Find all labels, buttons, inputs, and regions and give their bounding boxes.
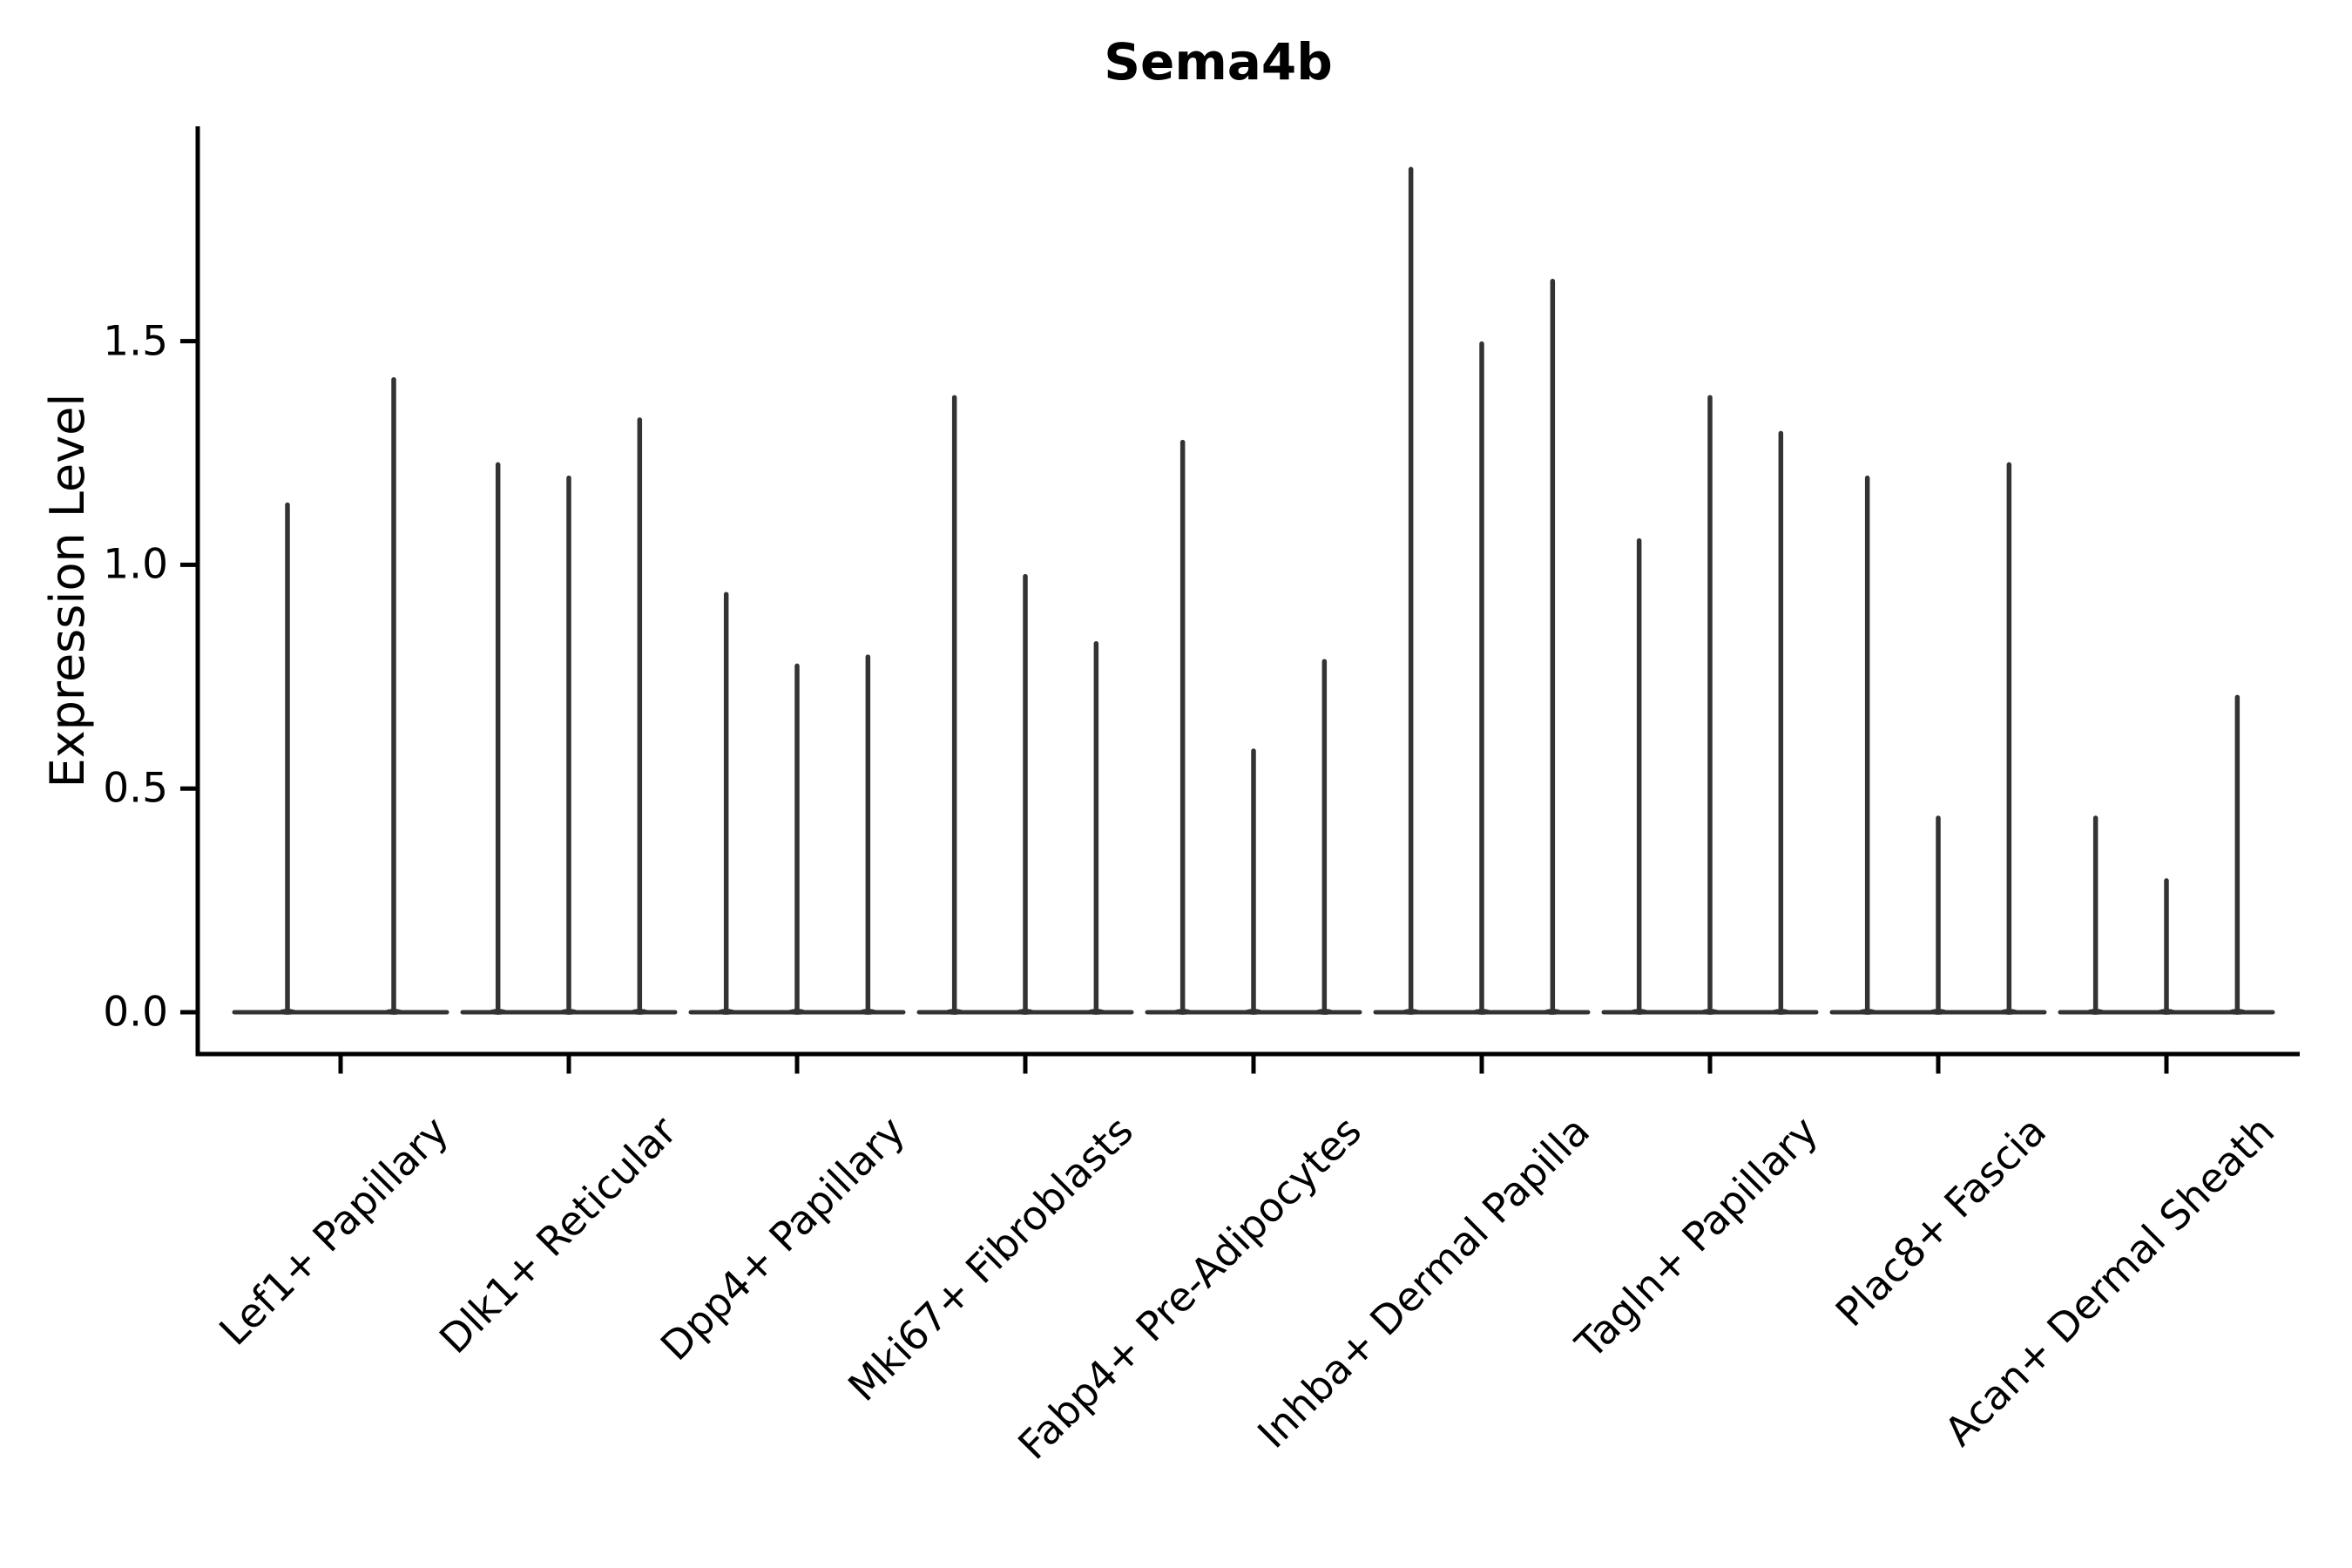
y-tick-label: 1.5 [103,317,168,366]
y-tick-label: 0.5 [103,764,168,813]
y-tick-label: 1.0 [103,540,168,589]
y-tick-label: 0.0 [103,988,168,1037]
chart-title: Sema4b [1104,32,1333,91]
